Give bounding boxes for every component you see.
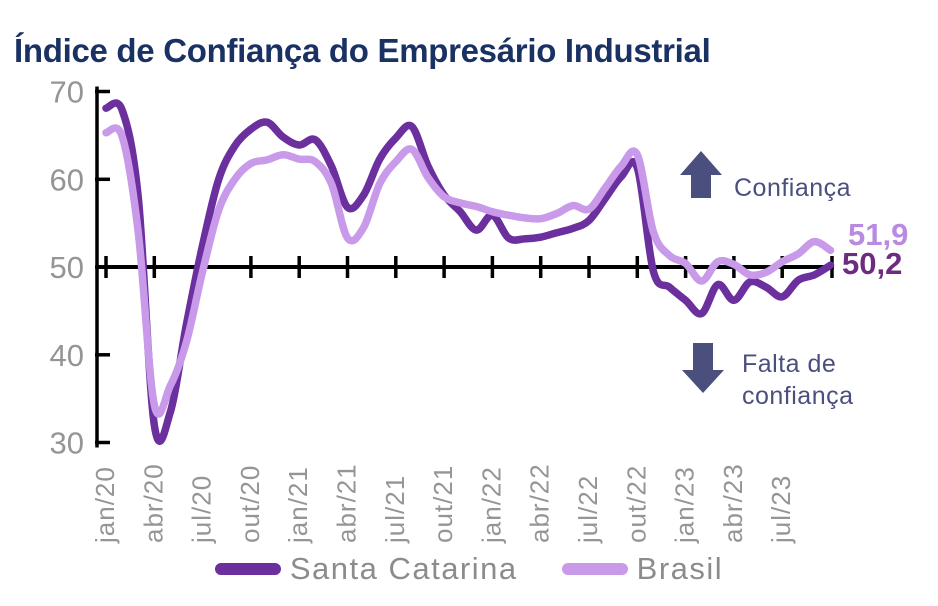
end-value-label-brasil: 51,9 <box>848 217 908 252</box>
y-tick-label: 50 <box>50 250 84 285</box>
legend-item-brasil: Brasil <box>561 551 724 587</box>
annotation-confianca: Confiança <box>734 174 851 202</box>
x-tick-label: out/22 <box>621 465 651 543</box>
series-line-brasil <box>102 124 835 418</box>
x-tick-label: jul/22 <box>573 475 603 544</box>
y-tick-label: 40 <box>50 338 84 373</box>
legend-label-brasil: Brasil <box>636 551 724 586</box>
legend-swatch-santa-catarina <box>214 563 281 575</box>
x-tick-label: abr/21 <box>332 463 362 543</box>
x-tick-label: abr/22 <box>525 463 555 543</box>
legend-label-santa-catarina: Santa Catarina <box>289 551 518 586</box>
legend: Santa Catarina Brasil <box>0 551 938 587</box>
y-tick-label: 70 <box>50 75 84 110</box>
x-tick-label: jul/23 <box>766 475 796 544</box>
x-tick-label: out/21 <box>428 465 458 543</box>
x-tick-label: jan/20 <box>90 466 120 544</box>
x-tick-label: out/20 <box>235 465 265 543</box>
y-tick-label: 30 <box>50 426 84 461</box>
legend-item-santa-catarina: Santa Catarina <box>214 551 518 587</box>
lack-of-confidence-down-arrow-icon <box>682 343 724 393</box>
x-tick-label: jan/22 <box>476 466 506 544</box>
confidence-up-arrow-icon <box>680 151 722 198</box>
x-tick-label: jan/23 <box>670 466 700 544</box>
x-tick-label: jan/21 <box>283 466 313 544</box>
x-tick-label: jul/20 <box>187 475 217 544</box>
x-tick-label: jul/21 <box>380 475 410 544</box>
x-tick-label: abr/23 <box>718 463 748 543</box>
x-tick-label: abr/20 <box>138 463 168 543</box>
annotation-falta-de: Falta de <box>742 350 836 378</box>
page-title: Índice de Confiança do Empresário Indust… <box>14 32 711 70</box>
end-value-label-santa-catarina: 50,2 <box>842 246 902 281</box>
y-tick-label: 60 <box>50 162 84 197</box>
series-line-santa-catarina <box>102 99 835 445</box>
annotation-confianca-line2: confiança <box>742 382 854 410</box>
legend-swatch-brasil <box>561 563 628 575</box>
